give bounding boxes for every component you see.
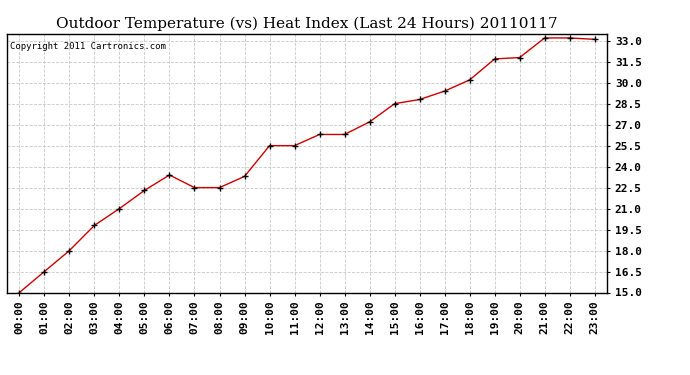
Title: Outdoor Temperature (vs) Heat Index (Last 24 Hours) 20110117: Outdoor Temperature (vs) Heat Index (Las… bbox=[57, 17, 558, 31]
Text: Copyright 2011 Cartronics.com: Copyright 2011 Cartronics.com bbox=[10, 42, 166, 51]
